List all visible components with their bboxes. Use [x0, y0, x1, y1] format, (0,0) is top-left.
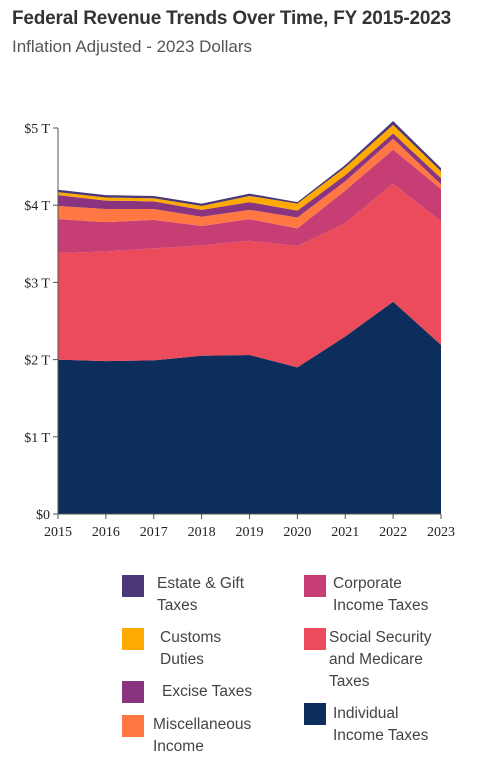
x-tick-label: 2021 — [331, 525, 359, 540]
legend-label-estate-gift: Estate & Gift Taxes — [157, 573, 244, 617]
legend-swatch-customs — [122, 628, 144, 650]
area-individual-income-taxes — [58, 301, 441, 514]
legend-estate-line1: Estate & Gift — [157, 575, 245, 592]
y-tick-label: $0 — [36, 508, 50, 523]
y-tick-labels: $0 $1 T $2 T $3 T $4 T $5 T — [24, 122, 50, 523]
legend-label-individual: Individual Income Taxes — [333, 703, 428, 747]
legend-label-corporate: Corporate Income Taxes — [333, 573, 428, 617]
y-tick-label: $1 T — [24, 431, 50, 446]
legend-swatch-social-security — [304, 628, 326, 650]
x-tick-label: 2018 — [188, 525, 216, 540]
chart-axes — [53, 127, 442, 519]
area-layers — [58, 121, 441, 514]
legend-corporate-line1: Corporate — [333, 575, 402, 592]
legend-corporate-line2: Income Taxes — [333, 597, 429, 614]
area-social-security-and-medicare-taxes — [58, 183, 441, 368]
x-tick-label: 2017 — [140, 525, 168, 540]
x-tick-label: 2023 — [427, 525, 455, 540]
chart-legend: Estate & Gift Taxes Customs Duties Excis… — [0, 565, 487, 757]
legend-individual-line1: Individual — [333, 705, 399, 722]
y-tick-label: $4 T — [24, 199, 50, 214]
legend-label-miscellaneous: Miscellaneous Income — [153, 714, 251, 758]
x-tick-labels: 2015 2016 2017 2018 2019 2020 2021 2022 2023 — [44, 525, 455, 540]
legend-swatch-excise — [122, 681, 144, 703]
legend-customs-line2: Duties — [160, 651, 204, 668]
x-tick-label: 2022 — [379, 525, 407, 540]
legend-label-social-security: Social Security and Medicare Taxes — [329, 627, 432, 693]
legend-label-excise: Excise Taxes — [162, 681, 252, 703]
chart-title: Federal Revenue Trends Over Time, FY 201… — [12, 8, 451, 29]
legend-individual-line2: Income Taxes — [333, 727, 429, 744]
legend-swatch-individual — [304, 703, 326, 725]
x-tick-label: 2016 — [92, 525, 120, 540]
legend-swatch-corporate — [304, 575, 326, 597]
legend-social-line3: Taxes — [329, 673, 370, 690]
y-tick-label: $5 T — [24, 122, 50, 137]
legend-estate-line2: Taxes — [157, 597, 198, 614]
x-tick-label: 2019 — [236, 525, 264, 540]
x-tick-label: 2020 — [283, 525, 311, 540]
y-tick-label: $3 T — [24, 276, 50, 291]
area-miscellaneous-income — [58, 138, 441, 229]
stacked-area-chart: $0$1 T$2 T$3 T$4 T$5 T 2015 2016 2017 2018 2… — [24, 121, 455, 540]
legend-customs-line1: Customs — [160, 629, 222, 646]
x-tick-label: 2015 — [44, 525, 72, 540]
legend-swatch-miscellaneous — [122, 715, 144, 737]
legend-label-customs: Customs Duties — [160, 627, 221, 671]
legend-social-line1: Social Security — [329, 629, 432, 646]
legend-misc-line2: Income — [153, 738, 204, 755]
area-corporate-income-taxes — [58, 149, 441, 254]
chart-subtitle: Inflation Adjusted - 2023 Dollars — [12, 37, 253, 56]
legend-social-line2: and Medicare — [329, 651, 423, 668]
legend-misc-line1: Miscellaneous — [153, 716, 252, 733]
y-tick-label: $2 T — [24, 354, 50, 369]
legend-excise-line1: Excise Taxes — [162, 683, 253, 700]
legend-swatch-estate-gift — [122, 575, 144, 597]
